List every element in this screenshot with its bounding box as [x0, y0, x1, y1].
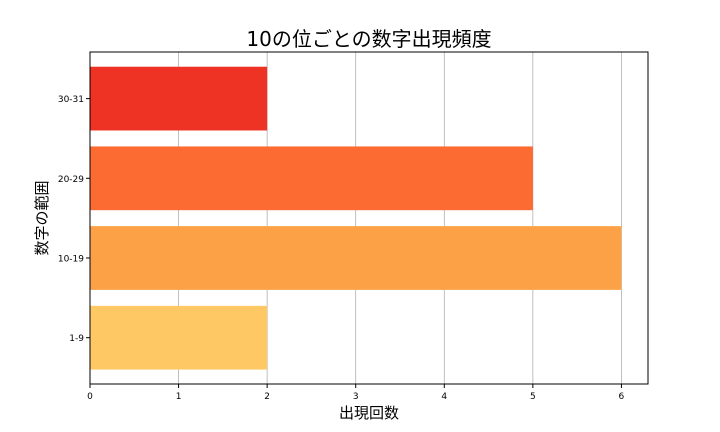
y-ticks: 1-9 10-19 20-29 30-31	[58, 95, 90, 344]
bar-1-9	[90, 305, 268, 370]
x-tick-label: 0	[87, 392, 93, 402]
x-ticks: 0 1 2 3 4 5 6	[87, 384, 625, 402]
x-tick-label: 4	[441, 392, 447, 402]
x-tick-label: 2	[264, 392, 270, 402]
x-axis-label: 出現回数	[339, 404, 399, 422]
y-tick-label: 1-9	[69, 334, 84, 344]
bars	[90, 66, 622, 370]
x-tick-label: 5	[530, 392, 536, 402]
x-tick-label: 3	[353, 392, 359, 402]
y-tick-label: 20-29	[58, 175, 84, 185]
bar-30-31	[90, 66, 268, 131]
y-axis-label: 数字の範囲	[33, 180, 51, 255]
chart-title: 10の位ごとの数字出現頻度	[246, 27, 491, 51]
bar-10-19	[90, 226, 622, 290]
y-tick-label: 10-19	[58, 255, 84, 265]
x-tick-label: 6	[619, 392, 625, 402]
bar-20-29	[90, 146, 533, 211]
x-tick-label: 1	[176, 392, 182, 402]
plot-frame	[89, 51, 649, 385]
y-tick-label: 30-31	[58, 95, 84, 105]
